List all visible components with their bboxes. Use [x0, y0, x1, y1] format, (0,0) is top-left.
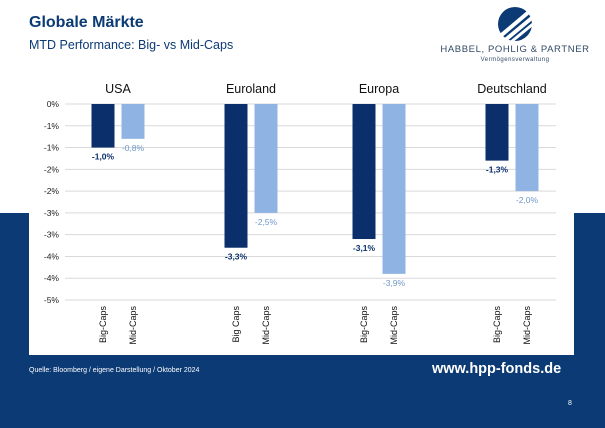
data-label: -3,1%	[353, 243, 376, 253]
x-tick-label: Mid-Caps	[128, 306, 138, 345]
bar-mid-caps	[254, 104, 278, 213]
data-label: -0,8%	[122, 143, 145, 153]
y-tick-label: -1%	[44, 121, 60, 131]
page-subtitle: MTD Performance: Big- vs Mid-Caps	[29, 38, 234, 52]
x-tick-label: Big Caps	[231, 306, 241, 343]
data-label: -1,0%	[92, 152, 115, 162]
data-label: -2,5%	[255, 217, 278, 227]
group-label: USA	[105, 82, 131, 96]
data-label: -1,3%	[486, 165, 509, 175]
page-number: 8	[568, 400, 572, 407]
x-tick-label: Mid-Caps	[522, 306, 532, 345]
bar-big-caps	[91, 104, 115, 148]
bar-chart: 0% -1% -1% -2% -2% -3% -3% -4% -4% -5% USA -1,0% Big…	[44, 82, 556, 345]
group-label: Euroland	[226, 82, 276, 96]
company-logo: HABBEL, POHLIG & PARTNER Vermögensverwal…	[440, 6, 590, 66]
y-tick-label: -1%	[44, 143, 60, 153]
data-label: -3,9%	[383, 278, 406, 288]
x-tick-label: Big-Caps	[359, 306, 369, 344]
data-label: -3,3%	[225, 252, 248, 262]
group-label: Deutschland	[477, 82, 547, 96]
website-link[interactable]: www.hpp-fonds.de	[432, 361, 562, 377]
y-tick-label: -2%	[44, 186, 60, 196]
source-note: Quelle: Bloomberg / eigene Darstellung /…	[29, 367, 200, 374]
logo-mark-icon	[496, 7, 535, 44]
y-tick-label: 0%	[47, 99, 60, 109]
x-tick-label: Mid-Caps	[389, 306, 399, 345]
y-tick-label: -3%	[44, 208, 60, 218]
logo-tagline: Vermögensverwaltung	[480, 57, 550, 63]
group-label: Europa	[359, 82, 399, 96]
bar-big-caps	[485, 104, 509, 161]
bar-big-caps	[224, 104, 248, 248]
x-tick-label: Big-Caps	[492, 306, 502, 344]
y-tick-label: -4%	[44, 251, 60, 261]
chart-panel: 0% -1% -1% -2% -2% -3% -3% -4% -4% -5% USA -1,0% Big…	[29, 73, 574, 355]
x-tick-label: Mid-Caps	[261, 306, 271, 345]
y-tick-label: -4%	[44, 273, 60, 283]
page-title: Globale Märkte	[29, 14, 144, 31]
y-tick-label: -5%	[44, 295, 60, 305]
x-tick-label: Big-Caps	[98, 306, 108, 344]
y-tick-label: -2%	[44, 164, 60, 174]
bar-big-caps	[352, 104, 376, 240]
data-label: -2,0%	[516, 195, 539, 205]
bar-mid-caps	[382, 104, 406, 274]
logo-name: HABBEL, POHLIG & PARTNER	[440, 44, 590, 55]
bar-mid-caps	[121, 104, 145, 139]
bar-mid-caps	[515, 104, 539, 192]
y-tick-label: -3%	[44, 230, 60, 240]
